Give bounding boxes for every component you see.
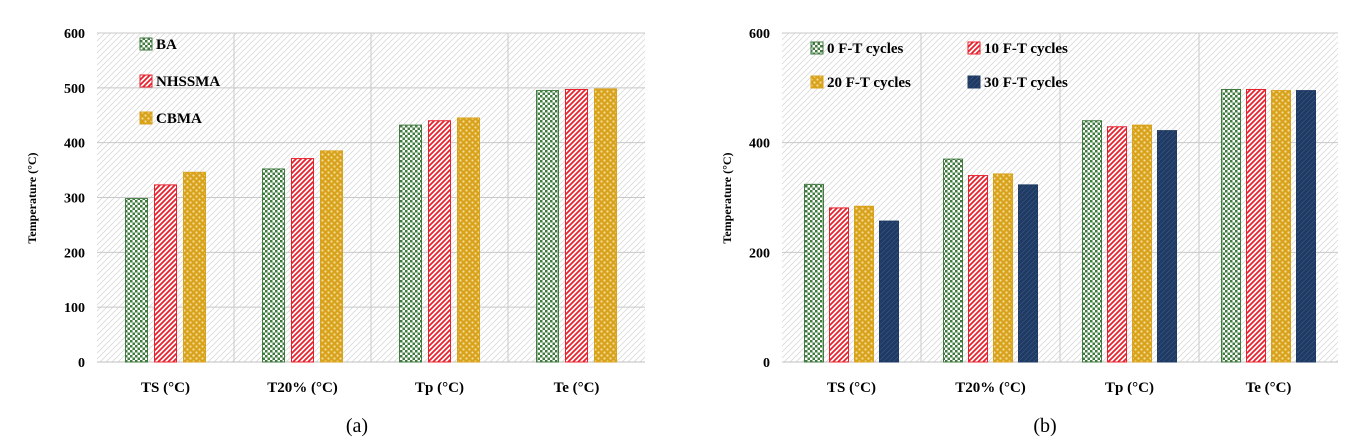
bar-cbma-3	[594, 88, 617, 363]
legend-label: NHSSMA	[156, 74, 220, 90]
x-tick-label: Tp (°C)	[415, 380, 464, 396]
bar-cbma-0	[183, 171, 206, 363]
legend-label: 20 F-T cycles	[827, 75, 911, 91]
y-tick-label: 500	[64, 82, 85, 97]
bar-ba-3	[536, 90, 559, 363]
legend-label: 10 F-T cycles	[984, 41, 1068, 57]
legend-swatch	[967, 41, 981, 55]
legend-swatch	[139, 74, 153, 88]
bar-10-f-t-cycles-2	[1107, 126, 1127, 363]
x-tick-label: TS (°C)	[827, 380, 876, 396]
bar-0-f-t-cycles-3	[1221, 88, 1241, 363]
bar-30-f-t-cycles-1	[1018, 184, 1038, 363]
bar-0-f-t-cycles-2	[1082, 120, 1102, 363]
y-tick-label: 200	[64, 246, 85, 261]
y-tick-label: 400	[749, 137, 770, 152]
legend-label: 0 F-T cycles	[827, 41, 904, 57]
y-tick-label: 200	[749, 246, 770, 261]
y-axis-title: Temperature (°C)	[720, 152, 734, 243]
bar-nhssma-2	[428, 120, 451, 363]
x-tick-label: T20% (°C)	[955, 380, 1026, 396]
y-tick-label: 300	[64, 192, 85, 207]
legend-label: BA	[156, 37, 177, 53]
legend-swatch	[139, 37, 153, 51]
y-tick-label: 100	[64, 301, 85, 316]
bar-cbma-1	[320, 150, 343, 363]
bar-ba-1	[262, 168, 285, 363]
panel-caption: (a)	[346, 415, 368, 437]
chart-a: 0 100 200 300 400 500 600 Temperature (°C) TS (°…	[25, 27, 645, 437]
bar-10-f-t-cycles-0	[829, 207, 849, 363]
y-tick-label: 0	[763, 356, 770, 371]
legend-swatch	[810, 75, 824, 89]
y-tick-label: 600	[749, 27, 770, 42]
y-tick-label: 600	[64, 27, 85, 42]
bar-30-f-t-cycles-0	[879, 220, 899, 363]
x-tick-label: T20% (°C)	[267, 380, 338, 396]
legend-label: CBMA	[156, 111, 202, 127]
bar-0-f-t-cycles-0	[804, 183, 824, 363]
bar-10-f-t-cycles-1	[968, 175, 988, 363]
bar-ba-0	[125, 198, 148, 363]
bar-20-f-t-cycles-0	[854, 205, 874, 363]
bar-nhssma-3	[565, 88, 588, 363]
bar-20-f-t-cycles-2	[1132, 124, 1152, 363]
bar-0-f-t-cycles-1	[943, 158, 963, 363]
legend-label: 30 F-T cycles	[984, 75, 1068, 91]
panel-caption: (b)	[1033, 415, 1056, 437]
bar-cbma-2	[457, 117, 480, 363]
legend-swatch	[139, 111, 153, 125]
y-axis-title: Temperature (°C)	[25, 152, 39, 243]
bar-10-f-t-cycles-3	[1246, 88, 1266, 363]
x-tick-label: Te (°C)	[1246, 380, 1292, 396]
x-tick-label: Tp (°C)	[1105, 380, 1154, 396]
y-tick-label: 0	[78, 356, 85, 371]
bar-nhssma-1	[291, 158, 314, 363]
bar-nhssma-0	[154, 184, 177, 363]
x-tick-label: TS (°C)	[141, 380, 190, 396]
x-tick-label: Te (°C)	[554, 380, 600, 396]
bar-20-f-t-cycles-3	[1271, 90, 1291, 363]
legend-swatch	[810, 41, 824, 55]
y-tick-label: 400	[64, 137, 85, 152]
bar-ba-2	[399, 124, 422, 363]
chart-b: 0 200 400 600 Temperature (°C) TS (°C) T20% (°…	[720, 27, 1338, 437]
legend-swatch	[967, 75, 981, 89]
bar-30-f-t-cycles-3	[1296, 90, 1316, 363]
bar-30-f-t-cycles-2	[1157, 130, 1177, 363]
bar-20-f-t-cycles-1	[993, 173, 1013, 363]
